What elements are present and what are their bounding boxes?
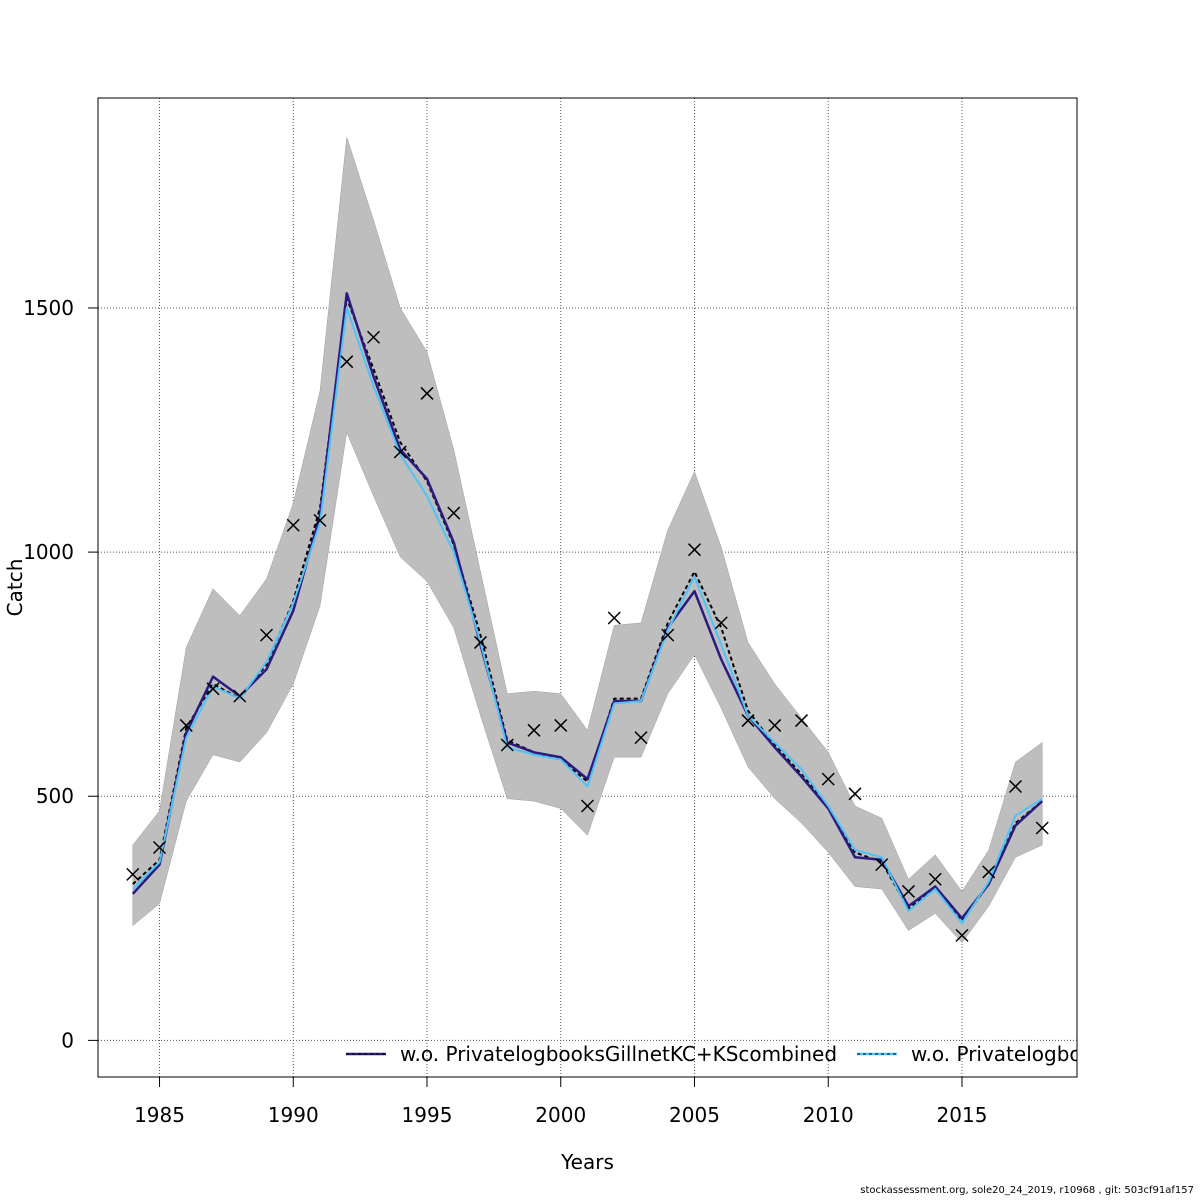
legend-items: w.o. PrivatelogbooksGillnetKC+KScombined… (346, 1042, 1082, 1066)
x-tick-label: 2000 (535, 1103, 586, 1127)
observed-point (1035, 821, 1049, 835)
observed-point (500, 738, 514, 752)
confidence-band (132, 136, 1043, 944)
observed-point (661, 628, 675, 642)
observed-point (741, 714, 755, 728)
x-axis: 1985 1990 1995 2000 2005 2010 2015 (134, 1076, 988, 1127)
confidence-band-area (132, 136, 1043, 944)
observed-point (233, 689, 247, 703)
x-tick-label: 2015 (937, 1103, 988, 1127)
observed-points (126, 330, 1049, 942)
y-tick-label: 500 (36, 784, 74, 808)
observed-point (821, 772, 835, 786)
observed-point (206, 682, 220, 696)
observed-point (554, 718, 568, 732)
observed-point (901, 884, 916, 898)
observed-point (126, 867, 140, 881)
observed-point (955, 928, 969, 942)
x-tick-label: 1990 (268, 1103, 319, 1127)
observed-point (714, 616, 728, 630)
y-tick-label: 0 (61, 1028, 74, 1052)
x-tick-label: 2010 (803, 1103, 854, 1127)
observed-point (580, 799, 595, 813)
plot-frame (97, 97, 1078, 1078)
footer-note: stockassessment.org, sole20_24_2019, r10… (860, 1185, 1194, 1196)
observed-point (794, 714, 809, 728)
legend: w.o. PrivatelogbooksGillnetKC+KScombined… (346, 1042, 1082, 1066)
observed-point (607, 611, 621, 625)
observed-point (687, 543, 702, 557)
observed-point (768, 718, 782, 732)
observed-point (420, 386, 434, 400)
observed-point (473, 635, 488, 649)
observed-point (1008, 779, 1023, 794)
observed-point (286, 518, 300, 532)
observed-point (875, 858, 889, 872)
observed-point (393, 445, 407, 459)
observed-point (179, 718, 193, 732)
grid-lines (98, 98, 1077, 1077)
y-tick-label: 1500 (23, 296, 74, 320)
x-tick-label: 2005 (669, 1103, 720, 1127)
legend-label-2: w.o. Privatelogbo (911, 1042, 1082, 1066)
x-tick-label: 1985 (134, 1103, 185, 1127)
observed-point (340, 355, 354, 369)
observed-point (259, 628, 274, 642)
observed-point (447, 506, 461, 520)
series-lines (131, 292, 1044, 925)
observed-point (366, 330, 381, 344)
observed-point (982, 865, 996, 879)
x-axis-title: Years (560, 1150, 614, 1174)
observed-point (928, 872, 942, 886)
legend-label-1: w.o. PrivatelogbooksGillnetKC+KScombined (400, 1042, 837, 1066)
y-axis-title: Catch (3, 559, 27, 617)
observed-point (527, 723, 541, 737)
y-axis: 0 500 1000 1500 (23, 296, 98, 1052)
observed-point (152, 840, 167, 855)
observed-point (313, 513, 327, 527)
observed-point (848, 787, 862, 801)
x-tick-label: 1995 (402, 1103, 453, 1127)
series-line-3 (132, 306, 1043, 925)
y-tick-label: 1000 (23, 540, 74, 564)
observed-point (634, 731, 648, 745)
